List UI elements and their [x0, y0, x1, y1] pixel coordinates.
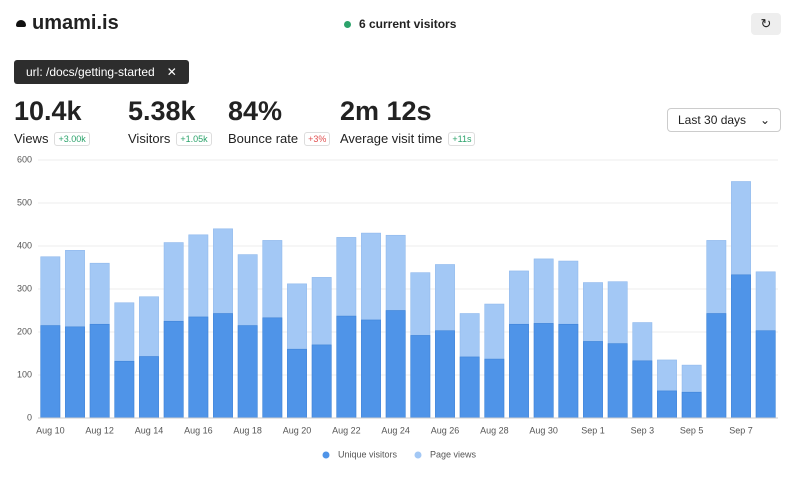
- filter-close[interactable]: ✕: [166, 65, 177, 79]
- bar: [114, 360, 135, 419]
- live-dot: [344, 20, 351, 28]
- y-tick-label: 500: [17, 197, 32, 207]
- y-tick-label: 100: [17, 369, 32, 379]
- y-tick-label: 300: [17, 283, 32, 293]
- bar: [65, 326, 85, 419]
- metric-label: Average visit time: [340, 131, 443, 146]
- bar: [706, 313, 727, 419]
- bar: [484, 358, 505, 419]
- date-range-select[interactable]: Last 30 days ⌄: [667, 108, 781, 132]
- bar: [385, 310, 406, 419]
- x-tick-label: Sep 3: [631, 425, 655, 435]
- x-tick-label: Aug 20: [283, 425, 312, 435]
- x-tick-label: Sep 5: [680, 425, 704, 435]
- metric-value: 84%: [228, 96, 283, 126]
- metric-value: 5.38k: [128, 96, 196, 126]
- bar: [657, 390, 677, 419]
- logo[interactable]: umami.is: [16, 12, 119, 35]
- metric-row: Average visit time +11s: [340, 131, 476, 146]
- metric-change: +3.00k: [54, 131, 90, 146]
- x-tick-label: Aug 26: [431, 425, 460, 435]
- metric: 2m 12s Average visit time +11s: [340, 96, 476, 146]
- metric-label: Views: [14, 131, 49, 146]
- bar: [755, 330, 776, 419]
- refresh-button[interactable]: ↻: [751, 13, 781, 35]
- x-tick-label: Aug 12: [85, 425, 114, 435]
- bar: [89, 323, 110, 419]
- metric-value: 2m 12s: [340, 96, 432, 126]
- bar: [583, 341, 603, 419]
- logo-icon: [16, 20, 26, 27]
- metric-label: Bounce rate: [228, 131, 299, 146]
- x-tick-label: Aug 10: [36, 425, 65, 435]
- legend-label: Page views: [430, 449, 477, 459]
- bar: [213, 313, 233, 419]
- bar: [681, 391, 702, 419]
- x-tick-label: Aug 22: [332, 425, 361, 435]
- bar: [139, 356, 159, 419]
- x-tick-label: Aug 14: [135, 425, 164, 435]
- bar: [558, 323, 579, 419]
- y-tick-label: 200: [17, 326, 32, 336]
- filter-label: url: /docs/getting-started: [26, 65, 155, 79]
- legend-swatch: [322, 451, 330, 459]
- legend-label: Unique visitors: [338, 449, 398, 459]
- x-tick-label: Sep 7: [729, 425, 753, 435]
- bar: [237, 325, 258, 419]
- metric-label: Visitors: [128, 131, 171, 146]
- logo-text: umami.is: [32, 12, 119, 34]
- bar: [188, 316, 209, 419]
- metric: 10.4k Views +3.00k: [14, 96, 90, 146]
- bar: [632, 360, 653, 419]
- live-visitors: 6 current visitors: [344, 17, 456, 31]
- chevron: ⌄: [759, 113, 770, 127]
- x-tick-label: Aug 28: [480, 425, 509, 435]
- bar: [509, 323, 529, 419]
- metric-row: Views +3.00k: [14, 131, 90, 146]
- metric-change: +11s: [448, 131, 476, 146]
- metric: 5.38k Visitors +1.05k: [128, 96, 212, 146]
- metric-change: +3%: [304, 131, 331, 146]
- bar: [163, 320, 184, 419]
- bar: [40, 325, 61, 419]
- bar: [311, 344, 332, 419]
- filter-chip[interactable]: url: /docs/getting-started ✕: [14, 60, 189, 84]
- bar: [361, 319, 381, 419]
- x-tick-label: Aug 30: [529, 425, 558, 435]
- x-tick-label: Aug 24: [381, 425, 410, 435]
- y-tick-label: 600: [17, 154, 32, 164]
- date-range-label: Last 30 days: [678, 113, 747, 127]
- metric-row: Bounce rate +3%: [228, 131, 331, 146]
- bar: [287, 348, 307, 419]
- bar: [607, 343, 628, 419]
- y-tick-label: 0: [27, 412, 32, 422]
- bar: [459, 356, 480, 419]
- bar: [731, 274, 751, 419]
- metric-row: Visitors +1.05k: [128, 131, 212, 146]
- x-tick-label: Aug 16: [184, 425, 213, 435]
- metric-change: +1.05k: [176, 131, 212, 146]
- x-tick-label: Aug 18: [233, 425, 262, 435]
- chart: 0 100 200 300 400 500 600 Aug 10 Aug 12 Aug 14 Aug…: [17, 154, 778, 459]
- metric: 84% Bounce rate +3%: [228, 96, 331, 146]
- bar: [336, 315, 357, 419]
- metric-value: 10.4k: [14, 96, 82, 126]
- legend-swatch: [414, 451, 422, 459]
- bar: [262, 317, 283, 419]
- bar: [410, 335, 431, 419]
- x-tick-label: Sep 1: [581, 425, 605, 435]
- live-text: 6 current visitors: [359, 17, 457, 31]
- y-tick-label: 400: [17, 240, 32, 250]
- bar: [533, 323, 554, 419]
- bar: [435, 330, 455, 419]
